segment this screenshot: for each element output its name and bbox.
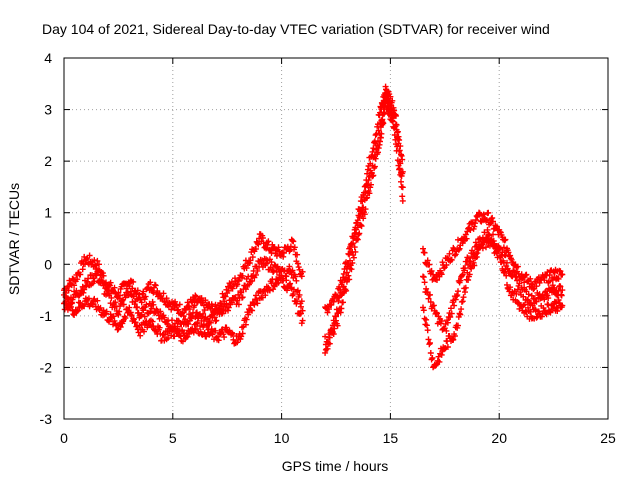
y-axis-ticks: -3 -2 -1 0 1 2 3 4 <box>40 50 608 427</box>
y-tick-label: 0 <box>44 256 52 272</box>
y-tick-label: 3 <box>44 102 52 118</box>
y-tick-label: 2 <box>44 153 52 169</box>
x-tick-label: 0 <box>60 430 68 446</box>
x-axis-label: GPS time / hours <box>282 458 389 474</box>
x-tick-label: 15 <box>383 430 399 446</box>
y-tick-label: -1 <box>40 308 53 324</box>
x-tick-label: 5 <box>169 430 177 446</box>
y-axis-label: SDTVAR / TECUs <box>6 183 22 295</box>
plot-border <box>63 57 609 420</box>
y-tick-label: -2 <box>40 359 53 375</box>
x-tick-label: 25 <box>600 430 616 446</box>
x-tick-label: 20 <box>491 430 507 446</box>
data-series <box>61 83 566 371</box>
x-axis-ticks: 0 5 10 15 20 25 <box>60 58 616 446</box>
y-tick-label: 4 <box>44 50 52 66</box>
x-tick-label: 10 <box>274 430 290 446</box>
chart-title: Day 104 of 2021, Sidereal Day-to-day VTE… <box>42 21 550 37</box>
y-tick-label: 1 <box>44 205 52 221</box>
y-tick-label: -3 <box>40 411 53 427</box>
